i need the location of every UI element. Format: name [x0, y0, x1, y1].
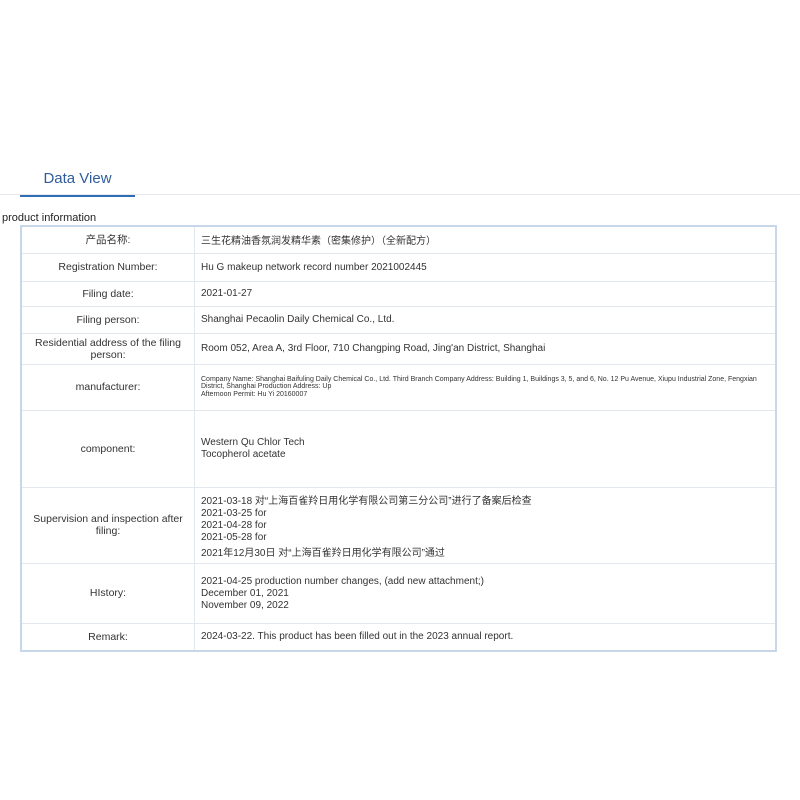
value-line: Hu G makeup network record number 202100… — [201, 261, 427, 273]
value-line: Shanghai Pecaolin Daily Chemical Co., Lt… — [201, 314, 395, 325]
value-line: December 01, 2021 — [201, 587, 289, 599]
row-label: 产品名称: — [20, 225, 195, 254]
row: Filing date: 2021-01-27 — [20, 280, 777, 307]
row-value: Company Name: Shanghai Baifuling Daily C… — [194, 363, 777, 411]
row-label: component: — [20, 409, 195, 488]
row: Filing person: Shanghai Pecaolin Daily Ch… — [20, 305, 777, 334]
value-line: 2024-03-22. This product has been filled… — [201, 631, 514, 643]
tab[interactable]: Data View — [20, 170, 135, 197]
value-line: November 09, 2022 — [201, 599, 289, 611]
value-line: 2021-05-28 for — [201, 531, 267, 543]
row-label: Supervision and inspection after filing: — [20, 486, 195, 564]
row-value: 2024-03-22. This product has been filled… — [194, 622, 777, 652]
row-value: 三生花精油香氛润发精华素（密集修护）（全新配方） — [194, 225, 777, 254]
row-value: Western Qu Chlor Tech Tocopherol acetate — [194, 409, 777, 488]
row-label: Filing date: — [20, 280, 195, 307]
tab-bar: Data View — [0, 160, 800, 197]
row-value: Room 052, Area A, 3rd Floor, 710 Changpi… — [194, 332, 777, 365]
value-line: Western Qu Chlor Tech — [201, 437, 305, 448]
value-line: 2021-04-25 production number changes, (a… — [201, 575, 484, 587]
value-line: Room 052, Area A, 3rd Floor, 710 Changpi… — [201, 343, 546, 354]
row-value: 2021-04-25 production number changes, (a… — [194, 562, 777, 624]
value-line: 2021年12月30日 对“上海百雀羚日用化学有限公司”通过 — [201, 547, 445, 559]
row-value: 2021-01-27 — [194, 280, 777, 307]
value-line: 2021-04-28 for — [201, 519, 267, 531]
value-line: 2021-03-25 for — [201, 507, 267, 519]
section-title: product information — [2, 212, 97, 224]
row: Remark: 2024-03-22. This product has been… — [20, 622, 777, 652]
row-label: Residential address of the filing person… — [20, 332, 195, 365]
row: Supervision and inspection after filing:… — [20, 486, 777, 564]
row-value: Shanghai Pecaolin Daily Chemical Co., Lt… — [194, 305, 777, 334]
row: HIstory: 2021-04-25 production number cha… — [20, 562, 777, 624]
value-line: 2021-03-18 对“上海百雀羚日用化学有限公司第三分公司”进行了备案后检查 — [201, 495, 532, 507]
row: 产品名称: 三生花精油香氛润发精华素（密集修护）（全新配方） — [20, 225, 777, 254]
info-table: 产品名称: 三生花精油香氛润发精华素（密集修护）（全新配方） Registratio… — [20, 225, 777, 652]
row-value: Hu G makeup network record number 202100… — [194, 252, 777, 282]
value-line: 三生花精油香氛润发精华素（密集修护）（全新配方） — [201, 236, 436, 248]
value-line: 2021-01-27 — [201, 288, 253, 299]
value-line: Tocopherol acetate — [201, 449, 286, 460]
row: Registration Number: Hu G makeup network … — [20, 252, 777, 282]
value-line: Company Name: Shanghai Baifuling Daily C… — [201, 376, 757, 390]
row: manufacturer: Company Name: Shanghai Baif… — [20, 363, 777, 411]
row-label: HIstory: — [20, 562, 195, 624]
row-label: Registration Number: — [20, 252, 195, 282]
row-label: Filing person: — [20, 305, 195, 334]
value-line: Afternoon Permit: Hu Yi 20160007 — [201, 391, 308, 398]
row-label: manufacturer: — [20, 363, 195, 411]
row: Residential address of the filing person… — [20, 332, 777, 365]
row-label: Remark: — [20, 622, 195, 652]
row: component: Western Qu Chlor Tech Tocophero… — [20, 409, 777, 488]
row-value: 2021-03-18 对“上海百雀羚日用化学有限公司第三分公司”进行了备案后检查… — [194, 486, 777, 564]
